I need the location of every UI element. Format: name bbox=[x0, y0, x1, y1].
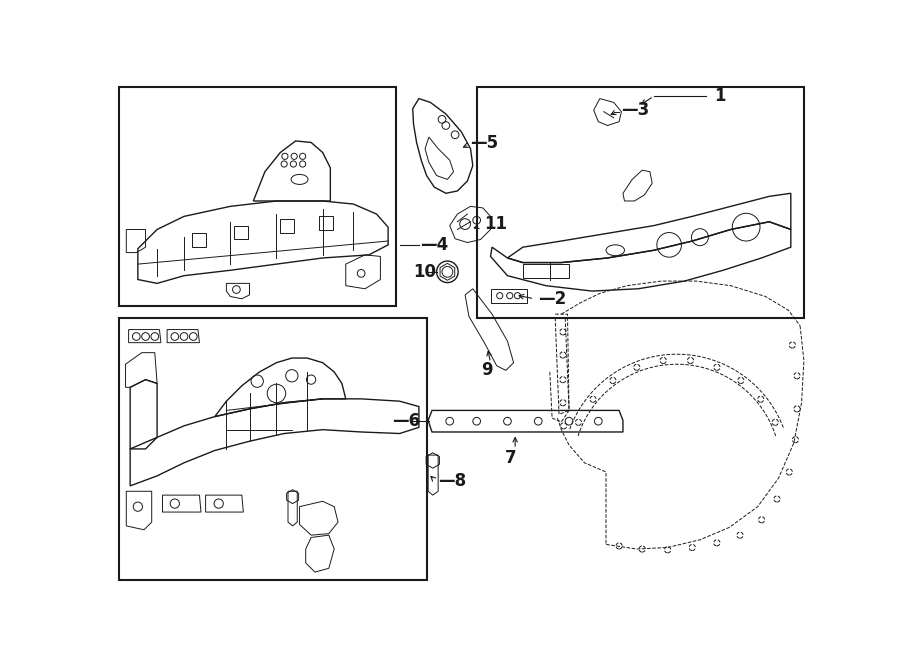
Text: 10: 10 bbox=[413, 263, 436, 281]
Text: 1: 1 bbox=[714, 87, 725, 105]
Text: 7: 7 bbox=[505, 449, 517, 467]
Text: —5: —5 bbox=[471, 134, 499, 152]
Text: —6: —6 bbox=[392, 412, 420, 430]
Text: —8: —8 bbox=[438, 472, 466, 490]
Text: 9: 9 bbox=[481, 362, 492, 379]
Text: —2: —2 bbox=[538, 290, 566, 308]
Text: —4: —4 bbox=[420, 236, 449, 254]
Text: —3: —3 bbox=[621, 101, 649, 119]
Text: 11: 11 bbox=[484, 215, 508, 233]
